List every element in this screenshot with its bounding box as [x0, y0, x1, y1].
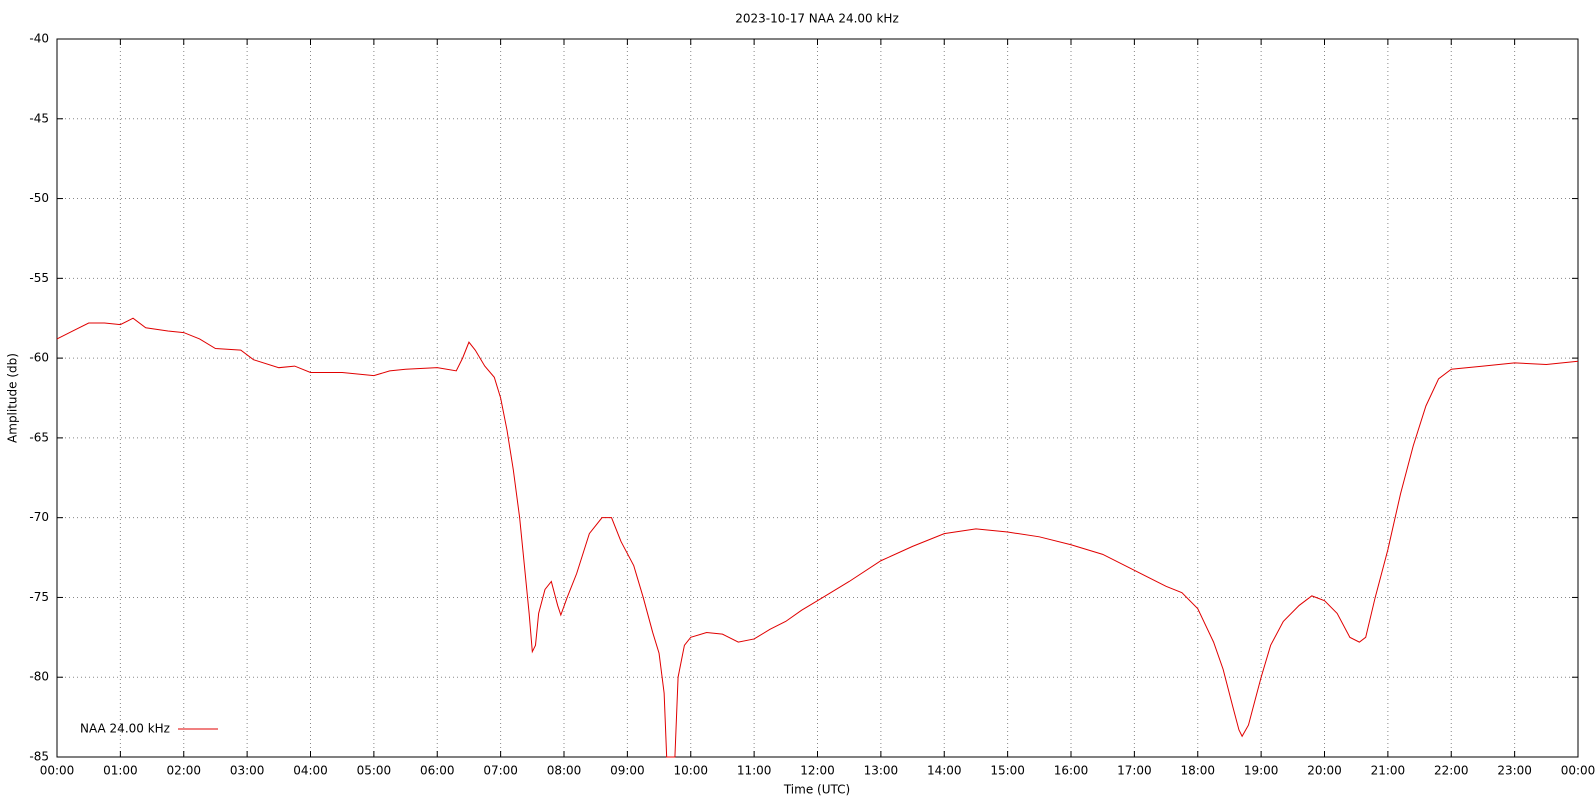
legend-label: NAA 24.00 kHz — [80, 722, 170, 736]
plot-frame — [56, 38, 1579, 758]
x-tick-label: 14:00 — [927, 764, 962, 778]
y-tick-label: -45 — [29, 111, 49, 125]
x-axis-label: Time (UTC) — [783, 783, 850, 797]
x-tick-label: 10:00 — [673, 764, 708, 778]
y-tick-label: -75 — [29, 590, 49, 604]
x-tick-label: 11:00 — [737, 764, 772, 778]
x-tick-label: 12:00 — [800, 764, 835, 778]
y-tick-label: -60 — [29, 351, 49, 365]
y-tick-label: -85 — [29, 750, 49, 764]
y-tick-label: -70 — [29, 510, 49, 524]
x-tick-label: 00:00 — [40, 764, 75, 778]
x-tick-label: 00:00 — [1561, 764, 1596, 778]
y-tick-label: -55 — [29, 271, 49, 285]
x-tick-label: 08:00 — [547, 764, 582, 778]
y-tick-label: -50 — [29, 191, 49, 205]
x-tick-label: 05:00 — [357, 764, 392, 778]
x-tick-label: 06:00 — [420, 764, 455, 778]
y-tick-label: -40 — [29, 32, 49, 46]
x-tick-label: 09:00 — [610, 764, 645, 778]
x-tick-label: 01:00 — [103, 764, 138, 778]
x-tick-label: 16:00 — [1054, 764, 1089, 778]
x-tick-label: 17:00 — [1117, 764, 1152, 778]
x-tick-label: 21:00 — [1371, 764, 1406, 778]
x-tick-label: 18:00 — [1180, 764, 1215, 778]
x-tick-label: 04:00 — [293, 764, 328, 778]
chart-title: 2023-10-17 NAA 24.00 kHz — [735, 12, 899, 26]
x-tick-label: 03:00 — [230, 764, 265, 778]
data-line — [56, 317, 1579, 758]
y-tick-label: -80 — [29, 670, 49, 684]
y-axis-label: Amplitude (db) — [6, 353, 20, 443]
x-tick-label: 23:00 — [1497, 764, 1532, 778]
x-tick-label: 15:00 — [990, 764, 1025, 778]
x-tick-label: 22:00 — [1434, 764, 1469, 778]
x-tick-label: 20:00 — [1307, 764, 1342, 778]
x-tick-label: 02:00 — [166, 764, 201, 778]
x-tick-label: 07:00 — [483, 764, 518, 778]
y-tick-label: -65 — [29, 430, 49, 444]
x-tick-label: 19:00 — [1244, 764, 1279, 778]
x-tick-label: 13:00 — [864, 764, 899, 778]
